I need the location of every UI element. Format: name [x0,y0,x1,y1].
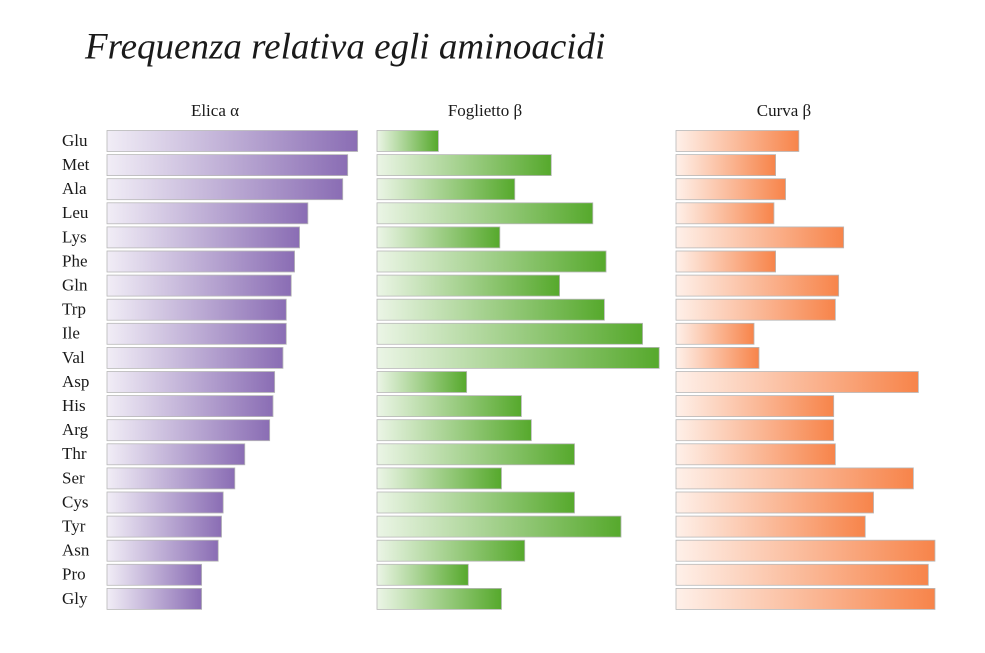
bar [376,539,526,562]
panel-title: Foglietto β [448,101,522,120]
bar [675,322,755,345]
category-label: Leu [62,203,89,222]
bar [106,274,292,297]
category-label: Ile [62,324,80,343]
panel-title: Curva β [757,101,811,120]
category-label: Gln [62,276,88,295]
bar [106,371,276,393]
bar [106,515,222,538]
bar [675,130,800,152]
bar [106,154,349,177]
bar [675,539,936,562]
bar [376,588,502,610]
category-label: Tyr [62,517,86,536]
bar [106,250,295,273]
bar [675,298,836,321]
category-label: Thr [62,444,87,463]
bar [675,178,786,201]
category-label: Pro [62,565,86,584]
chart-title: Frequenza relativa egli aminoacidi [84,26,605,67]
bar [106,588,203,610]
category-label: His [62,396,86,415]
bar [376,250,607,273]
bar [106,467,236,490]
bar [106,298,287,321]
bar [675,419,835,442]
category-label: Asn [62,541,90,560]
bar [106,491,224,514]
bar [106,539,219,562]
bar [106,202,309,225]
category-label: Asp [62,372,89,391]
bar [106,322,287,345]
bar [376,491,575,514]
bar [675,588,936,610]
bar [106,395,274,418]
bar [675,563,929,586]
bar [106,346,284,369]
bar [376,226,501,249]
bar [106,178,344,201]
bar [376,322,644,345]
category-label: Arg [62,420,89,439]
bar [376,154,552,177]
bar [675,467,914,490]
bar [376,346,660,369]
bar [376,202,594,225]
bar [675,515,866,538]
category-label: Ser [62,468,85,487]
bar [106,443,246,466]
bar [675,250,776,273]
bar [675,274,840,297]
bar [376,419,532,442]
bar [106,419,271,442]
bar [106,563,203,586]
category-label: Lys [62,227,87,246]
bar [675,395,835,418]
bar [675,226,845,249]
category-label: Cys [62,492,88,511]
bar [106,226,300,249]
category-label: Ala [62,179,87,198]
bar [376,515,622,538]
bar [675,154,776,177]
bar [376,563,469,586]
category-label: Val [62,348,85,367]
category-label: Phe [62,251,88,270]
bar [675,346,760,369]
bar [106,130,359,152]
bar [376,274,561,297]
bar [675,443,836,466]
panel-title: Elica α [191,101,239,120]
category-label: Trp [62,300,86,319]
bar [675,202,775,225]
bar [376,395,522,418]
bar [376,178,516,201]
bar [675,371,919,393]
category-label: Glu [62,131,88,150]
bar [675,491,874,514]
bar [376,443,575,466]
bar [376,371,468,393]
category-label: Met [62,155,90,174]
category-label: Gly [62,589,88,608]
bar [376,130,439,152]
bar [376,298,605,321]
bar [376,467,502,490]
